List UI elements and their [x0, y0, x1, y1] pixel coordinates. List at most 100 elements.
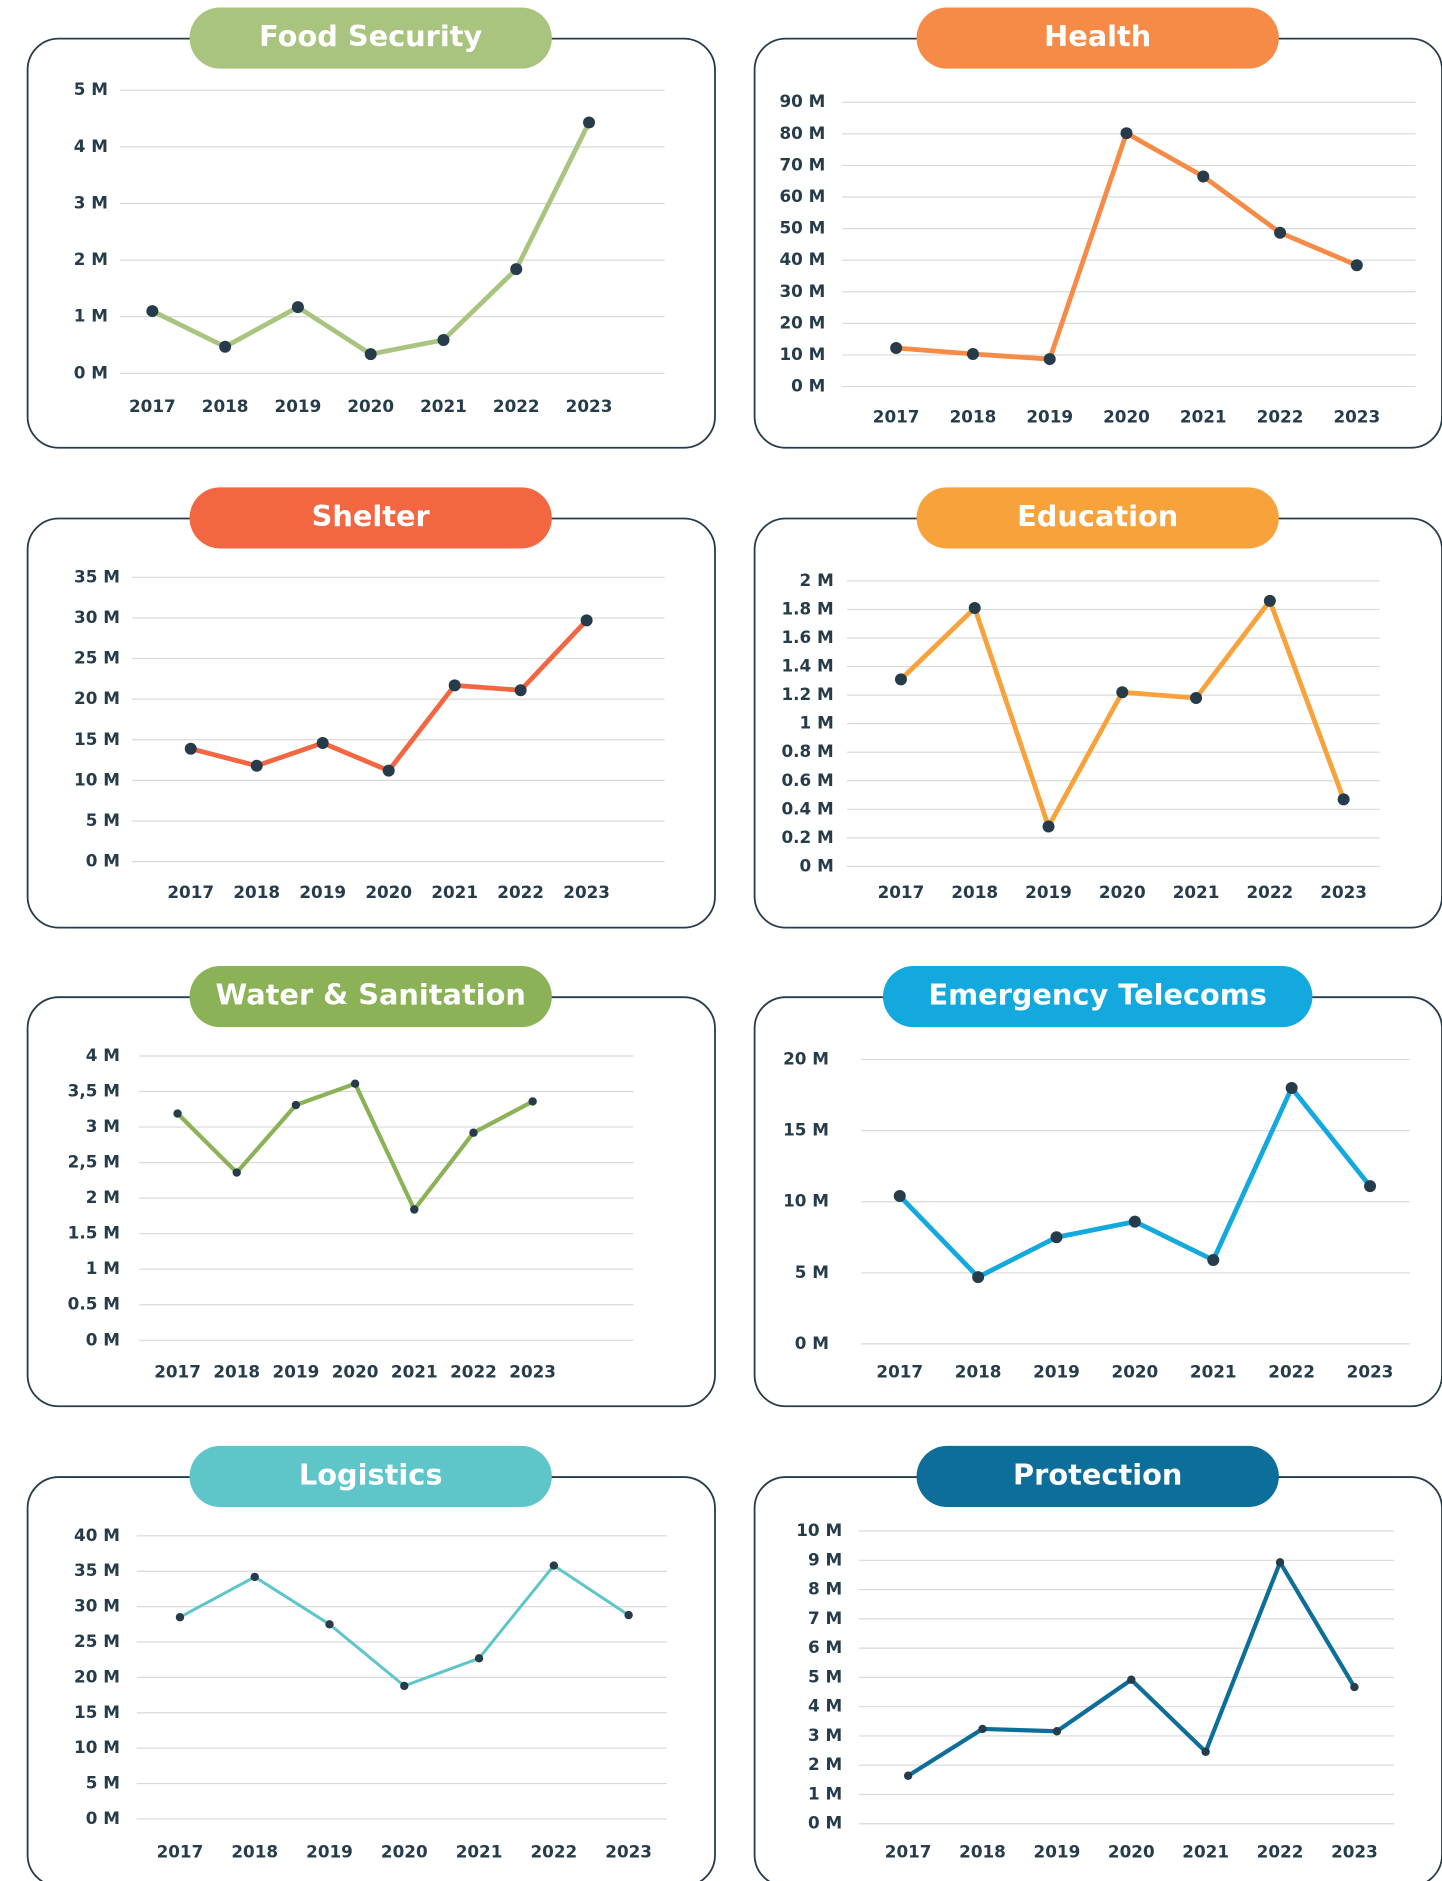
- x-tick-label: 2018: [233, 882, 280, 902]
- point: [325, 1620, 334, 1629]
- x-tick-label: 2023: [1333, 407, 1380, 427]
- x-tick-label: 2021: [456, 1842, 503, 1862]
- y-tick-label: 35 M: [74, 566, 120, 586]
- point: [893, 1190, 906, 1203]
- x-tick-label: 2017: [876, 1362, 923, 1382]
- point: [1043, 353, 1056, 366]
- y-tick-label: 15 M: [783, 1120, 829, 1140]
- y-tick-label: 0.4 M: [781, 798, 833, 818]
- point: [232, 1168, 241, 1177]
- y-tick-label: 1.8 M: [781, 598, 833, 618]
- point: [1350, 259, 1363, 272]
- point: [1275, 1558, 1285, 1567]
- y-tick-label: 0.2 M: [781, 827, 833, 847]
- x-tick-label: 2017: [129, 396, 176, 416]
- point: [1042, 820, 1055, 833]
- y-tick-label: 3,5 M: [68, 1081, 120, 1101]
- x-tick-label: 2020: [381, 1842, 428, 1862]
- chart-title: Protection: [1013, 1457, 1182, 1491]
- x-tick-label: 2023: [605, 1842, 652, 1862]
- x-tick-label: 2019: [1026, 407, 1073, 427]
- title-pill: [189, 1445, 552, 1508]
- panel: [26, 517, 716, 929]
- y-tick-label: 4 M: [74, 136, 108, 156]
- point: [410, 1205, 419, 1214]
- x-tick-label: 2020: [332, 1362, 379, 1382]
- point: [1116, 686, 1129, 699]
- x-tick-label: 2022: [493, 396, 540, 416]
- point: [448, 679, 461, 692]
- y-tick-label: 4 M: [86, 1045, 120, 1065]
- x-tick-label: 2020: [1108, 1842, 1155, 1862]
- y-tick-label: 0 M: [791, 376, 825, 396]
- x-tick-label: 2020: [347, 396, 394, 416]
- y-tick-label: 1.6 M: [781, 627, 833, 647]
- x-tick-label: 2021: [431, 882, 478, 902]
- point: [978, 1724, 987, 1734]
- x-tick-label: 2022: [530, 1842, 577, 1862]
- y-tick-label: 0.5 M: [68, 1294, 120, 1314]
- y-tick-label: 10 M: [783, 1191, 829, 1211]
- x-tick-label: 2019: [1025, 882, 1072, 902]
- x-tick-label: 2019: [306, 1842, 353, 1862]
- x-tick-label: 2020: [1103, 407, 1150, 427]
- point: [903, 1771, 913, 1780]
- chart-title: Food Security: [259, 19, 482, 53]
- x-tick-label: 2023: [509, 1362, 556, 1382]
- x-tick-label: 2019: [299, 882, 346, 902]
- x-tick-label: 2020: [1099, 882, 1146, 902]
- chart-title: Health: [1044, 19, 1151, 53]
- x-tick-label: 2018: [231, 1842, 278, 1862]
- y-tick-label: 1 M: [86, 1258, 120, 1278]
- y-tick-label: 25 M: [74, 1631, 120, 1651]
- y-tick-label: 90 M: [779, 91, 825, 111]
- point: [364, 348, 377, 361]
- y-tick-label: 20 M: [779, 312, 825, 332]
- y-tick-label: 0.8 M: [781, 741, 833, 761]
- point: [1128, 1215, 1141, 1228]
- y-tick-label: 60 M: [779, 186, 825, 206]
- point: [1127, 1675, 1136, 1684]
- y-tick-label: 3 M: [808, 1725, 842, 1745]
- x-tick-label: 2021: [1182, 1842, 1229, 1862]
- point: [1364, 1180, 1377, 1193]
- point: [514, 684, 527, 697]
- point: [1285, 1082, 1298, 1094]
- title-pill: [882, 965, 1313, 1028]
- point: [510, 263, 523, 276]
- y-tick-label: 0 M: [74, 362, 108, 382]
- y-tick-label: 30 M: [779, 281, 825, 301]
- chart-title: Education: [1017, 499, 1178, 533]
- x-tick-label: 2022: [497, 882, 544, 902]
- y-tick-label: 1.2 M: [781, 684, 833, 704]
- y-tick-label: 0 M: [86, 1808, 120, 1828]
- y-tick-label: 80 M: [779, 123, 825, 143]
- point: [469, 1128, 478, 1137]
- point: [1197, 170, 1210, 183]
- point: [972, 1271, 985, 1284]
- y-tick-label: 0 M: [86, 1329, 120, 1349]
- x-tick-label: 2020: [1112, 1362, 1159, 1382]
- x-tick-label: 2022: [1257, 407, 1304, 427]
- x-tick-label: 2022: [450, 1362, 497, 1382]
- point: [1337, 793, 1350, 806]
- y-tick-label: 2 M: [86, 1187, 120, 1207]
- point: [350, 1079, 360, 1088]
- x-tick-label: 2018: [213, 1362, 260, 1382]
- y-tick-label: 3 M: [86, 1116, 120, 1136]
- y-tick-label: 5 M: [86, 1773, 120, 1793]
- y-tick-label: 6 M: [808, 1637, 842, 1657]
- x-tick-label: 2022: [1268, 1362, 1315, 1382]
- y-tick-label: 20 M: [74, 688, 120, 708]
- y-tick-label: 1.4 M: [781, 656, 833, 676]
- y-tick-label: 70 M: [779, 154, 825, 174]
- y-tick-label: 0.6 M: [781, 770, 833, 790]
- point: [184, 742, 197, 755]
- title-pill: [916, 7, 1279, 69]
- y-tick-label: 10 M: [779, 344, 825, 364]
- y-tick-label: 10 M: [74, 769, 120, 789]
- point: [291, 1100, 301, 1110]
- panel: [26, 1476, 716, 1881]
- y-tick-label: 15 M: [74, 1702, 120, 1722]
